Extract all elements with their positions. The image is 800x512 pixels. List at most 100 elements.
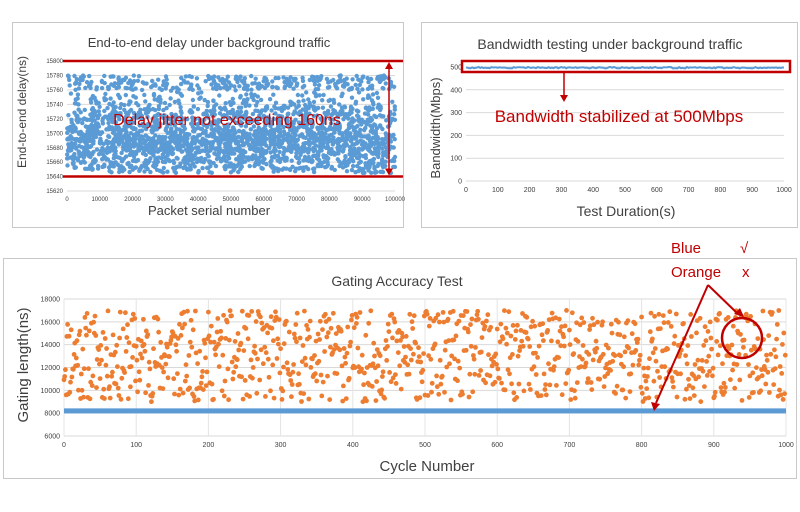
orange-point: [352, 365, 358, 370]
delay-point: [265, 119, 270, 124]
orange-point: [71, 352, 77, 357]
orange-point: [125, 396, 131, 402]
orange-point: [226, 397, 232, 403]
orange-point: [453, 333, 459, 339]
delay-point: [90, 167, 95, 172]
orange-point: [773, 354, 779, 360]
delay-point: [284, 155, 289, 161]
orange-point: [176, 392, 182, 398]
orange-point: [77, 328, 83, 334]
x-tick-label: 0: [62, 442, 66, 449]
orange-point: [142, 348, 148, 354]
orange-point: [122, 370, 127, 375]
delay-point: [272, 135, 277, 141]
delay-chart-ylabel: End-to-end delay(ns): [15, 56, 29, 168]
orange-point: [324, 334, 330, 340]
orange-point: [143, 390, 149, 396]
orange-point: [380, 374, 385, 379]
bandwidth-chart-title: Bandwidth testing under background traff…: [477, 36, 742, 52]
delay-point: [271, 169, 276, 174]
orange-point: [728, 377, 733, 382]
y-tick-label: 400: [450, 87, 462, 94]
orange-point: [510, 352, 515, 357]
orange-point: [124, 335, 130, 340]
orange-point: [249, 309, 255, 314]
orange-point: [232, 339, 238, 344]
orange-point: [551, 367, 556, 373]
delay-point: [374, 126, 380, 131]
delay-point: [96, 152, 102, 157]
delay-point: [368, 138, 373, 143]
orange-point: [322, 349, 327, 354]
delay-point: [80, 132, 86, 137]
x-tick-label: 100: [130, 442, 142, 449]
orange-point: [221, 393, 227, 399]
orange-point: [297, 381, 302, 387]
delay-point: [293, 146, 299, 152]
orange-point: [125, 322, 130, 328]
delay-point: [250, 81, 255, 86]
orange-point: [776, 308, 782, 313]
delay-point: [311, 169, 317, 175]
orange-point: [211, 396, 216, 402]
delay-point: [131, 144, 136, 149]
orange-point: [334, 371, 340, 376]
delay-point: [124, 148, 129, 153]
delay-point: [68, 91, 74, 96]
orange-point: [460, 391, 465, 397]
delay-point: [65, 152, 70, 157]
delay-point: [243, 124, 249, 129]
gating-chart-xlabel: Cycle Number: [379, 458, 474, 475]
delay-point: [85, 166, 90, 171]
delay-point: [325, 162, 331, 167]
delay-point: [392, 154, 398, 160]
orange-point: [751, 390, 756, 395]
y-tick-label: 15700: [46, 131, 63, 137]
delay-point: [222, 123, 227, 128]
delay-point: [181, 124, 187, 129]
delay-point: [281, 136, 286, 141]
delay-point: [188, 143, 194, 148]
orange-point: [110, 369, 115, 375]
orange-point: [424, 311, 430, 317]
delay-point: [194, 76, 200, 81]
delay-point: [353, 170, 358, 175]
delay-point: [188, 158, 194, 163]
orange-point: [138, 338, 144, 344]
delay-point: [171, 138, 176, 144]
delay-point: [278, 144, 283, 149]
orange-point: [433, 315, 439, 321]
delay-point: [97, 112, 102, 118]
delay-point: [271, 92, 276, 97]
delay-point: [271, 116, 277, 122]
delay-point: [380, 146, 385, 151]
x-tick-label: 100000: [385, 197, 406, 203]
orange-point: [541, 371, 547, 377]
delay-point: [118, 130, 123, 135]
delay-point: [144, 81, 149, 86]
orange-point: [559, 324, 564, 330]
delay-point: [340, 149, 346, 154]
orange-point: [600, 319, 605, 325]
orange-point: [117, 309, 123, 315]
orange-point: [689, 334, 694, 339]
orange-point: [239, 308, 245, 314]
delay-point: [204, 123, 209, 128]
orange-point: [618, 353, 624, 359]
orange-point: [355, 345, 361, 351]
delay-point: [145, 121, 151, 127]
x-tick-label: 70000: [288, 197, 305, 203]
delay-point: [90, 129, 95, 134]
delay-point: [318, 141, 323, 146]
delay-point: [161, 170, 166, 175]
delay-point: [174, 116, 179, 122]
orange-point: [178, 333, 184, 338]
orange-point: [476, 373, 482, 378]
orange-point: [218, 328, 224, 334]
delay-point: [302, 83, 307, 89]
y-tick-label: 14000: [41, 342, 61, 349]
delay-point: [332, 167, 337, 173]
delay-point: [226, 80, 232, 85]
orange-point: [706, 353, 712, 359]
